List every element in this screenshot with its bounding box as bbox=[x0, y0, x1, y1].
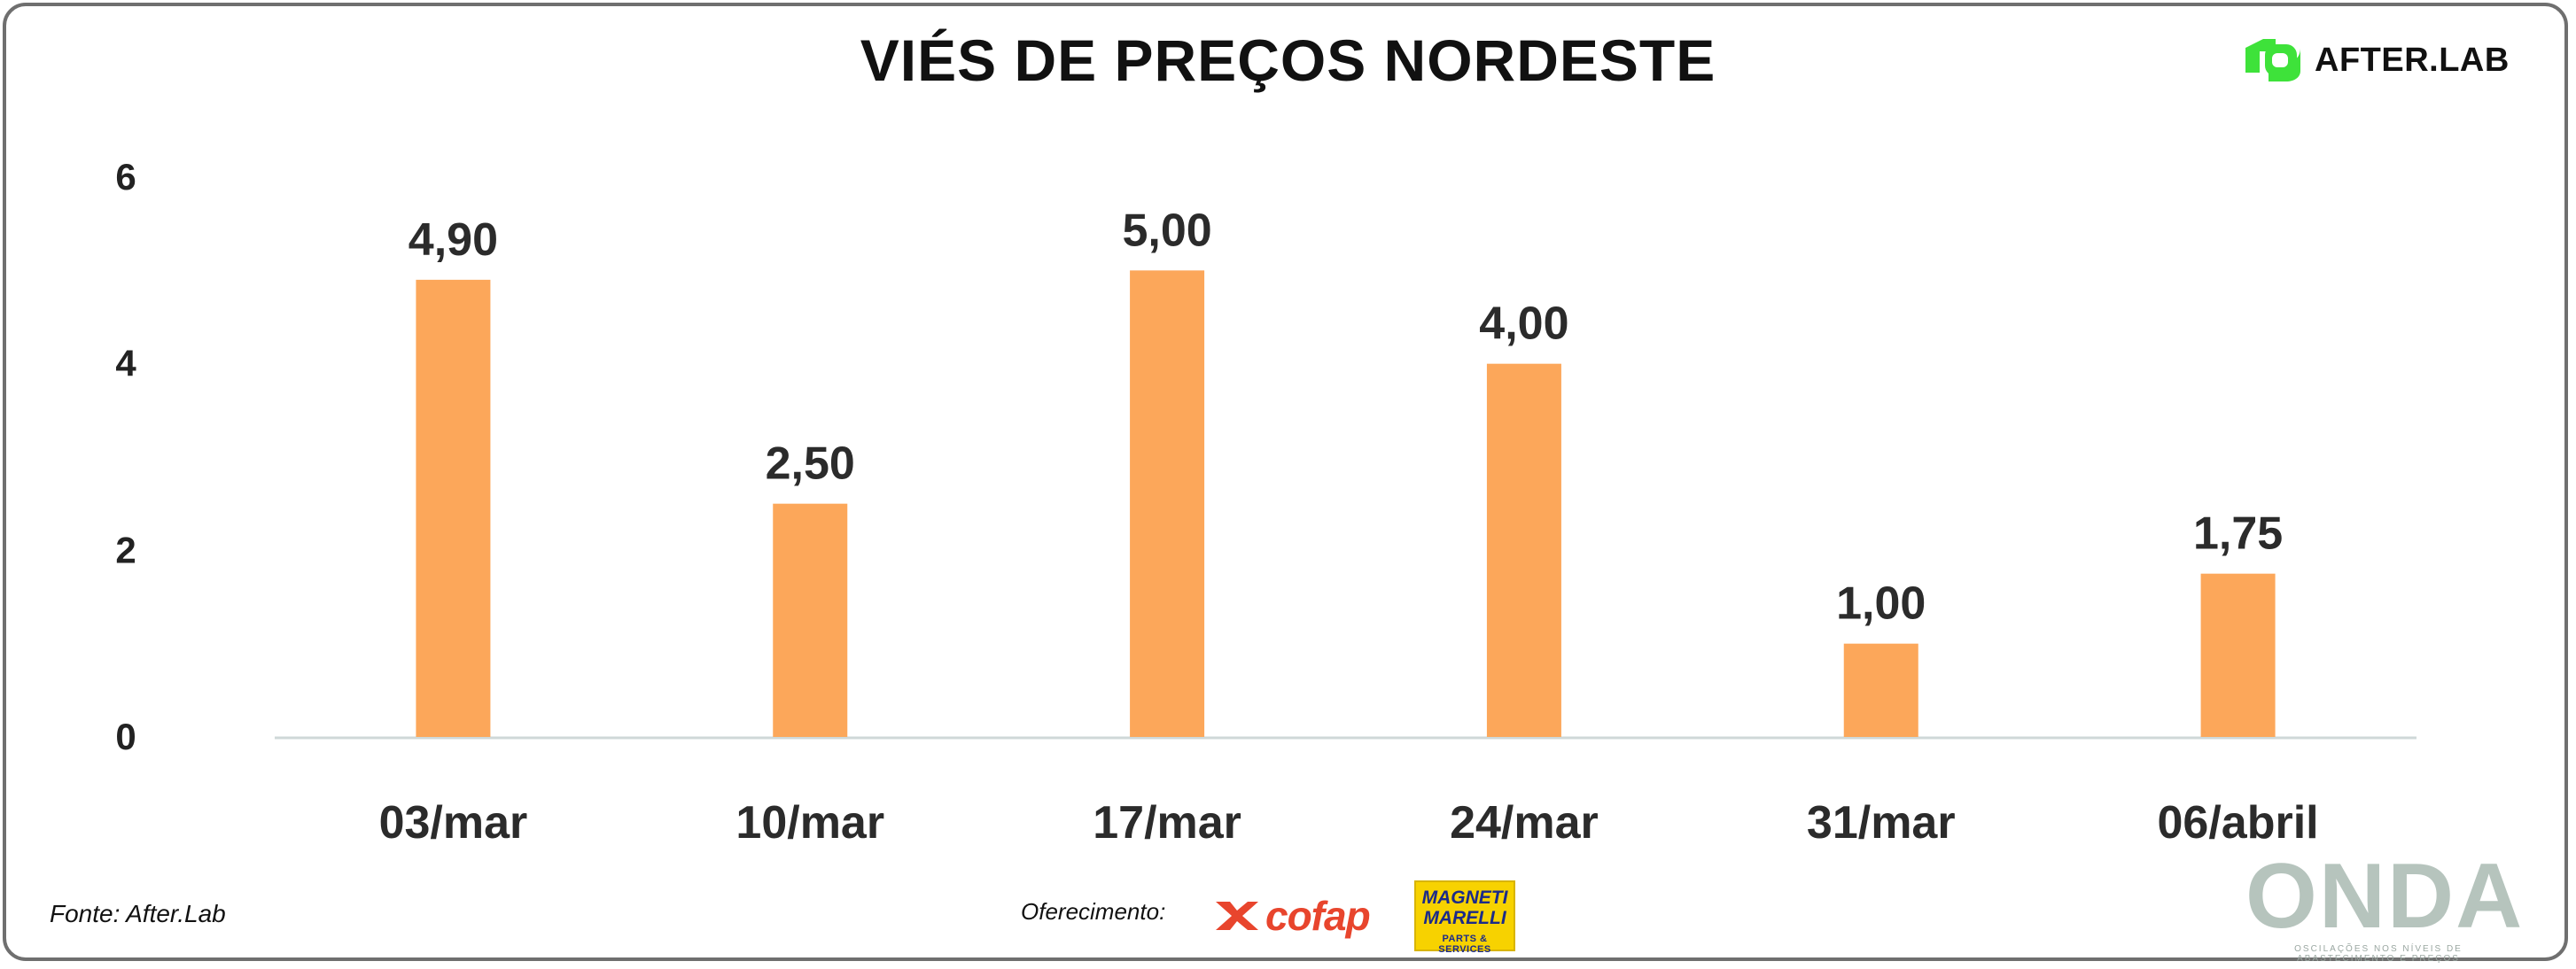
cofap-logo-icon bbox=[1216, 902, 1258, 930]
y-tick-label: 2 bbox=[115, 529, 136, 570]
data-label: 2,50 bbox=[766, 438, 855, 490]
chart-title: VIÉS DE PREÇOS NORDESTE bbox=[860, 27, 1716, 93]
x-tick-label: 31/mar bbox=[1807, 797, 1956, 849]
magneti-marelli-tagline: PARTS & SERVICES bbox=[1438, 934, 1491, 955]
data-label: 5,00 bbox=[1122, 205, 1211, 256]
x-tick-label: 03/mar bbox=[379, 797, 528, 849]
y-tick-label: 4 bbox=[115, 343, 136, 384]
cofap-logo-text: cofap bbox=[1265, 893, 1371, 939]
onda-tagline: OSCILAÇÕES NOS NÍVEIS DE ABASTECIMENTO E… bbox=[2294, 944, 2463, 964]
bar bbox=[416, 279, 491, 737]
afterlab-logo: AFTER.LAB bbox=[2242, 34, 2510, 87]
onda-logo: ONDA OSCILAÇÕES NOS NÍVEIS DE ABASTECIME… bbox=[2245, 845, 2525, 964]
afterlab-logo-icon bbox=[2245, 39, 2300, 81]
bar bbox=[1486, 363, 1561, 737]
source-note: Fonte: After.Lab bbox=[50, 900, 226, 927]
cofap-logo: cofap bbox=[1214, 889, 1371, 942]
bar bbox=[773, 503, 848, 737]
magneti-marelli-logo-text: MAGNETI MARELLI bbox=[1421, 888, 1508, 928]
y-tick-label: 6 bbox=[115, 156, 136, 198]
bar bbox=[1130, 270, 1205, 737]
x-tick-label: 06/abril bbox=[2158, 797, 2319, 849]
afterlab-logo-text: AFTER.LAB bbox=[2315, 41, 2510, 79]
bar bbox=[1843, 643, 1918, 737]
x-tick-label: 24/mar bbox=[1450, 797, 1599, 849]
bar bbox=[2200, 573, 2276, 737]
y-tick-label: 0 bbox=[115, 716, 136, 757]
sponsor-label: Oferecimento: bbox=[1021, 898, 1166, 925]
x-tick-label: 17/mar bbox=[1093, 797, 1241, 849]
data-label: 4,90 bbox=[409, 214, 498, 266]
onda-logo-text: ONDA bbox=[2245, 845, 2525, 948]
magneti-marelli-logo: MAGNETI MARELLI PARTS & SERVICES bbox=[1414, 880, 1515, 955]
data-label: 1,00 bbox=[1836, 578, 1926, 630]
data-label: 4,00 bbox=[1479, 298, 1568, 350]
data-label: 1,75 bbox=[2193, 508, 2283, 560]
x-tick-label: 10/mar bbox=[735, 797, 884, 849]
